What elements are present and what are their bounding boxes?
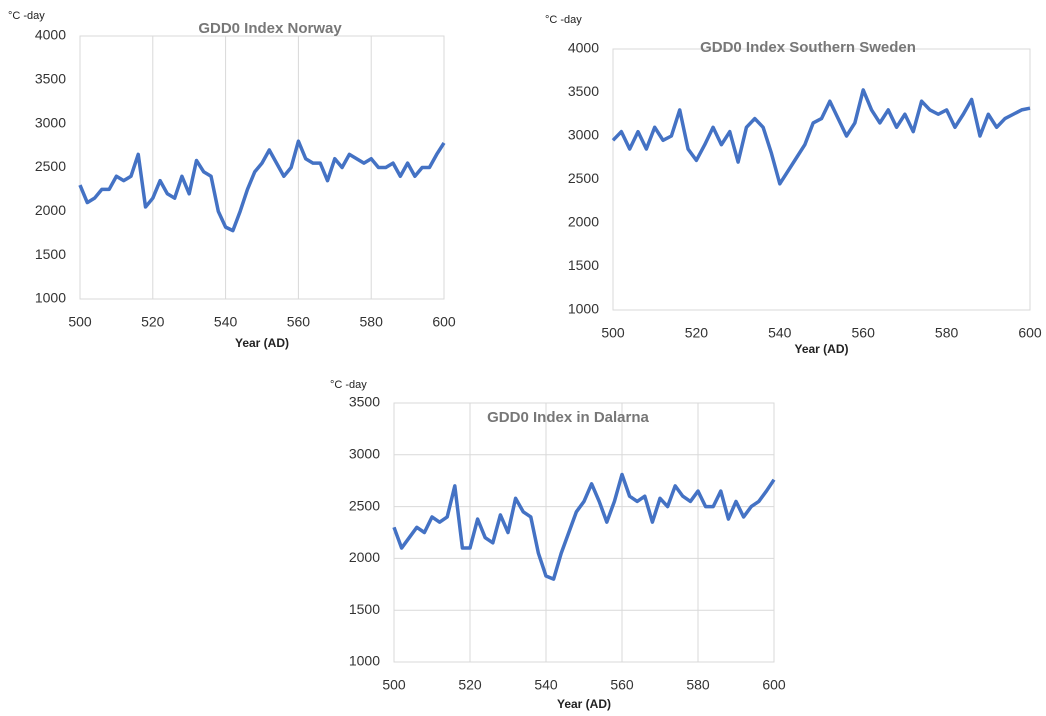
y-tick-label: 2000 (349, 549, 380, 565)
x-tick-label: 520 (141, 314, 165, 330)
chart-title: GDD0 Index Southern Sweden (700, 39, 916, 56)
plot-frame (79, 35, 445, 300)
x-tick-label: 560 (610, 677, 634, 693)
y-tick-label: 3500 (568, 83, 599, 99)
chart-title: GDD0 Index in Dalarna (487, 409, 649, 426)
y-tick-label: 3500 (35, 71, 66, 87)
y-axis-unit: °C -day (545, 14, 582, 26)
data-line (78, 139, 446, 233)
y-tick-label: 4000 (568, 40, 599, 56)
y-tick-label: 3000 (35, 114, 66, 130)
y-axis-unit: °C -day (8, 10, 45, 22)
x-tick-label: 600 (432, 314, 456, 330)
y-tick-label: 1500 (349, 601, 380, 617)
y-tick-label: 3500 (349, 394, 380, 410)
chart-title: GDD0 Index Norway (198, 20, 342, 37)
x-tick-label: 520 (685, 325, 709, 341)
x-tick-label: 520 (458, 677, 482, 693)
x-tick-label: 500 (68, 314, 92, 330)
y-tick-label: 2000 (35, 202, 66, 218)
x-tick-label: 500 (382, 677, 406, 693)
y-tick-label: 2500 (568, 170, 599, 186)
y-tick-label: 1000 (349, 653, 380, 669)
data-line (611, 88, 1031, 186)
x-tick-label: 540 (534, 677, 558, 693)
y-tick-label: 2500 (349, 497, 380, 513)
y-tick-label: 2000 (568, 214, 599, 230)
y-tick-label: 1500 (35, 246, 66, 262)
y-axis-unit: °C -day (330, 379, 367, 391)
y-tick-label: 3000 (568, 127, 599, 143)
y-tick-label: 3000 (349, 446, 380, 462)
plot-frame (393, 402, 775, 663)
y-tick-label: 1500 (568, 257, 599, 273)
data-line (392, 472, 776, 581)
x-tick-label: 600 (1018, 325, 1042, 341)
x-tick-label: 580 (360, 314, 384, 330)
x-tick-label: 600 (762, 677, 786, 693)
x-tick-label: 540 (214, 314, 238, 330)
x-tick-label: 560 (852, 325, 876, 341)
x-axis-label: Year (AD) (557, 697, 611, 711)
x-tick-label: 580 (686, 677, 710, 693)
x-tick-label: 560 (287, 314, 311, 330)
x-tick-label: 500 (601, 325, 625, 341)
plot-frame (612, 48, 1031, 311)
y-tick-label: 1000 (568, 301, 599, 317)
x-tick-label: 540 (768, 325, 792, 341)
x-axis-label: Year (AD) (794, 342, 848, 356)
y-tick-label: 2500 (35, 158, 66, 174)
y-tick-label: 1000 (35, 290, 66, 306)
x-axis-label: Year (AD) (235, 336, 289, 350)
y-tick-label: 4000 (35, 27, 66, 43)
x-tick-label: 580 (935, 325, 959, 341)
